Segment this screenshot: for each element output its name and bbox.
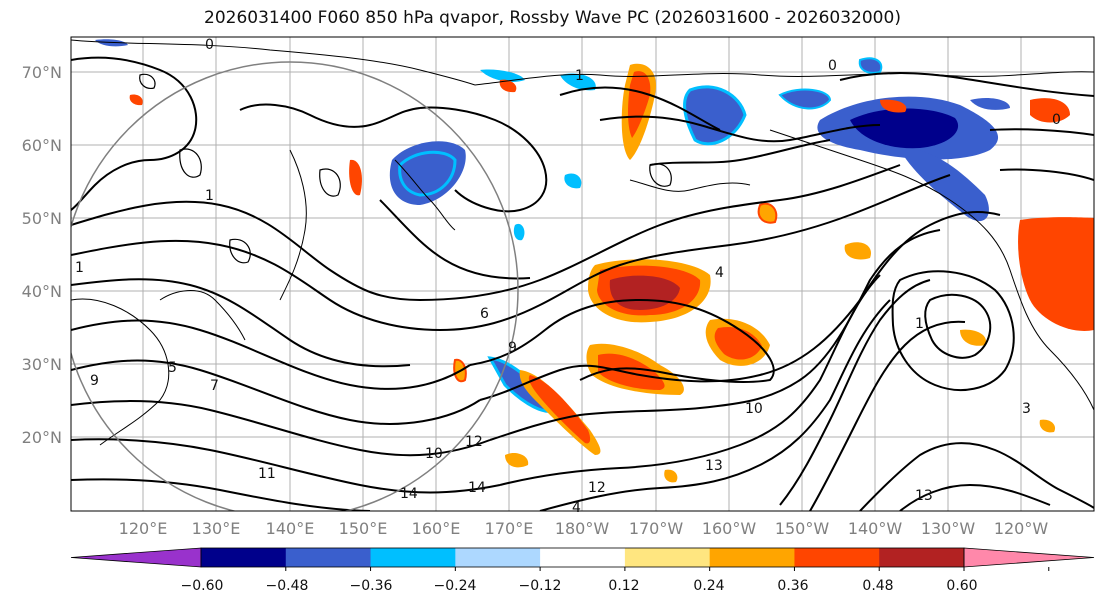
colorbar-segment [285,548,372,567]
contour-label: 1 [575,68,584,84]
contour-lines [71,56,1094,511]
lon-label: 140°W [848,519,903,538]
lon-label: 180°W [555,519,610,538]
lon-label: 130°E [192,519,241,538]
contour-label: 1 [75,260,84,276]
colorbar-tick-label: 0.12 [608,578,639,594]
lon-label: 160°W [702,519,757,538]
contour-label: 10 [745,401,763,417]
colorbar-segment [624,548,711,567]
contour-label: 11 [258,466,276,482]
colorbar-border [200,547,965,568]
contour-label: 14 [468,480,486,496]
lon-label: 140°E [266,519,315,538]
contour-label: 1 [915,316,924,332]
contour-label: 0 [828,58,837,74]
colorbar-segment [455,548,541,567]
lon-label: 160°E [412,519,461,538]
map-border [70,36,1095,512]
colorbar-tick-label: 0.36 [777,578,808,594]
contour-label: 9 [90,373,99,389]
contour-label: 4 [572,500,581,516]
lat-label: 50°N [22,209,62,228]
contour-label: 13 [705,458,723,474]
contour-label: 10 [425,446,443,462]
lon-label: 170°E [485,519,534,538]
colorbar-segment [794,548,880,567]
lon-label: 120°E [119,519,168,538]
colorbar-tick-labels: −0.60 −0.48 −0.36 −0.24 −0.12 0.12 0.24 … [181,578,978,594]
latitude-labels: 70°N 60°N 50°N 40°N 30°N 20°N [22,63,62,447]
colorbar-tick-label: 0.48 [862,578,893,594]
contour-label: 0 [1052,112,1061,128]
contour-label: 7 [210,378,219,394]
colorbar-segment [879,548,965,567]
colorbar-tick-label: 0.60 [946,578,977,594]
colorbar-tick-label: −0.36 [350,578,393,594]
contour-label: 9 [508,340,517,356]
lon-label: 170°W [629,519,684,538]
lat-label: 30°N [22,355,62,374]
contour-label: 5 [168,360,177,376]
map-title: 2026031400 F060 850 hPa qvapor, Rossby W… [204,8,901,28]
colorbar-tick-label: −0.60 [181,578,224,594]
contour-label: 4 [715,265,724,281]
longitude-labels: 120°E 130°E 140°E 150°E 160°E 170°E 180°… [119,519,1049,538]
lon-label: 150°E [339,519,388,538]
lon-label: 120°W [994,519,1049,538]
colorbar-segment [370,548,456,567]
reference-circle [71,61,519,511]
lat-label: 70°N [22,63,62,82]
colorbar-extend-low [70,547,202,568]
contour-label: 12 [588,480,606,496]
contour-label: 13 [915,488,933,504]
lon-label: 150°W [775,519,830,538]
colorbar-segment [540,548,626,567]
colorbar-extend-high [963,547,1095,568]
colorbar-segment [709,548,795,567]
contour-label: 0 [205,37,214,53]
coastlines [71,39,1094,446]
colorbar [70,547,1095,571]
colorbar-tick-label: 0.24 [693,578,724,594]
colorbar-tick-label: −0.12 [519,578,562,594]
contour-labels: 0 0 0 1 1 1 1 3 4 5 6 7 9 9 10 10 11 12 … [75,37,1061,516]
lat-label: 60°N [22,136,62,155]
contour-label: 12 [465,434,483,450]
lon-label: 130°W [921,519,976,538]
contour-label: 6 [480,306,489,322]
contour-label: 3 [1022,401,1031,417]
lat-label: 40°N [22,282,62,301]
colorbar-tick-label: −0.48 [266,578,309,594]
colorbar-segment [201,548,287,567]
thin-contour-lines [139,73,672,264]
lat-label: 20°N [22,428,62,447]
colorbar-tick-label: −0.24 [434,578,477,594]
contour-label: 1 [205,188,214,204]
contour-label: 14 [400,486,418,502]
